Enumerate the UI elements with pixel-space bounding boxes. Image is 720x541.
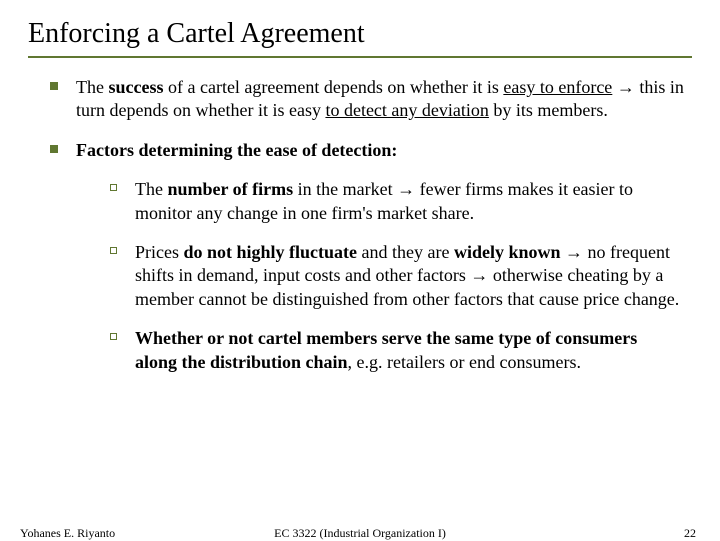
bullet-icon bbox=[50, 145, 58, 153]
sub-bullet-item: Prices do not highly fluctuate and they … bbox=[28, 241, 692, 311]
sub-bullet-item: Whether or not cartel members serve the … bbox=[28, 327, 692, 374]
slide-title: Enforcing a Cartel Agreement bbox=[28, 18, 692, 58]
bullet-text: Factors determining the ease of detectio… bbox=[76, 139, 692, 162]
bullet-item: Factors determining the ease of detectio… bbox=[28, 139, 692, 162]
bullet-icon bbox=[50, 82, 58, 90]
footer-course: EC 3322 (Industrial Organization I) bbox=[0, 526, 720, 541]
bullet-text: The success of a cartel agreement depend… bbox=[76, 76, 692, 123]
sub-bullet-icon bbox=[110, 247, 117, 254]
sub-bullet-icon bbox=[110, 333, 117, 340]
slide-content: The success of a cartel agreement depend… bbox=[28, 58, 692, 374]
sub-bullet-item: The number of firms in the market → fewe… bbox=[28, 178, 692, 225]
sub-bullet-text: Prices do not highly fluctuate and they … bbox=[135, 241, 692, 311]
sub-bullet-icon bbox=[110, 184, 117, 191]
footer-page-number: 22 bbox=[684, 526, 696, 541]
sub-bullet-text: Whether or not cartel members serve the … bbox=[135, 327, 692, 374]
bullet-item: The success of a cartel agreement depend… bbox=[28, 76, 692, 123]
sub-bullet-text: The number of firms in the market → fewe… bbox=[135, 178, 692, 225]
